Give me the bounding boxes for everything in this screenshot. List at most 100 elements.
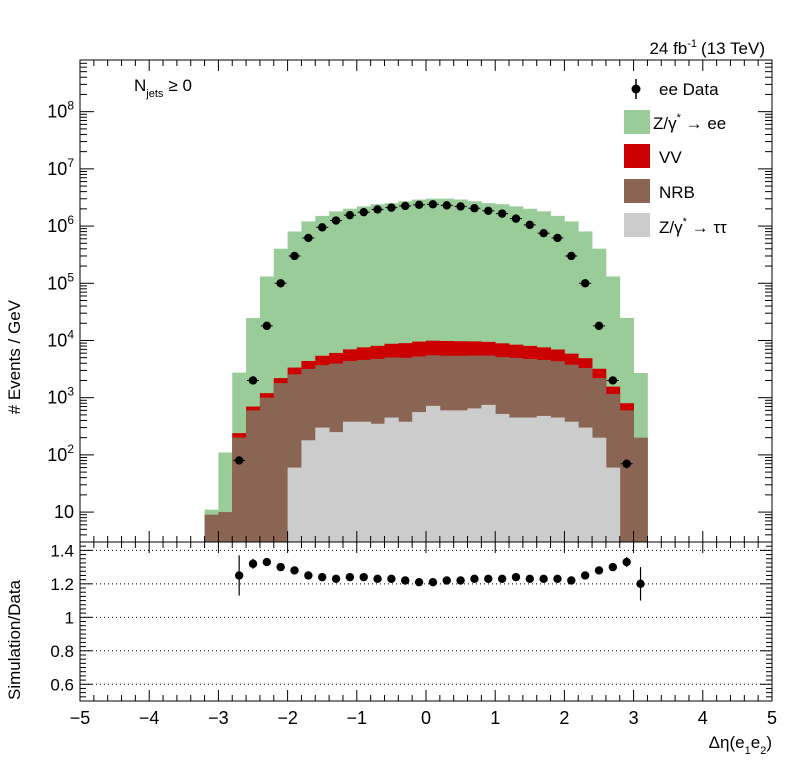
hist-bar xyxy=(592,437,607,542)
ratio-point xyxy=(470,574,479,584)
hist-bar xyxy=(315,427,330,542)
ratio-point xyxy=(594,566,604,575)
lower-y-axis-title: Simulation/Data xyxy=(5,579,24,700)
data-point xyxy=(539,229,548,238)
hist-bar xyxy=(370,423,385,542)
ratio-point xyxy=(456,576,465,585)
hist-bar xyxy=(218,512,233,542)
hist-bar xyxy=(204,514,219,542)
data-point xyxy=(318,223,327,232)
legend-label-nrb: NRB xyxy=(659,183,695,202)
ratio-point xyxy=(525,574,534,584)
legend-entry-data: ee Data xyxy=(631,79,719,99)
data-point xyxy=(428,200,438,209)
y-tick-label: 1.2 xyxy=(50,575,74,594)
legend-label-data: ee Data xyxy=(659,80,719,99)
ratio-point xyxy=(511,572,521,582)
selection-label: Njets ≥ 0 xyxy=(134,76,192,100)
data-point xyxy=(622,459,631,468)
hist-bar xyxy=(356,421,372,542)
ratio-gridlines xyxy=(80,549,772,685)
y-tick-label: 0.8 xyxy=(50,642,74,661)
legend: ee Data Z/γ* → ee VV NRB Z/γ* → ττ xyxy=(624,79,727,237)
data-point xyxy=(234,456,244,465)
legend-swatch-nrb xyxy=(624,179,650,203)
legend-swatch-ztautau xyxy=(624,213,650,237)
ratio-point xyxy=(359,572,368,582)
x-tick-label: −2 xyxy=(277,708,298,728)
y-tick-label: 1 xyxy=(65,608,74,627)
luminosity-label: 24 fb-1 (13 TeV) xyxy=(649,38,765,58)
upper-y-axis-title: # Events / GeV xyxy=(5,299,24,414)
legend-data-marker xyxy=(631,84,641,94)
x-tick-label: 4 xyxy=(698,708,708,728)
upper-axes: 10 102 103 104 105 106 107 108 xyxy=(47,59,773,543)
hist-bar xyxy=(495,413,510,542)
x-tick-label: 0 xyxy=(421,708,431,728)
stacked-histogram xyxy=(204,198,648,543)
hist-bar xyxy=(384,417,399,542)
legend-swatch-zee xyxy=(624,110,650,134)
hist-bar xyxy=(619,410,634,542)
ratio-points xyxy=(234,555,645,601)
hist-bar xyxy=(578,427,593,542)
y-tick-label: 106 xyxy=(47,213,74,236)
ratio-point xyxy=(497,574,507,584)
legend-swatch-vv xyxy=(624,144,650,168)
data-point xyxy=(345,210,355,220)
data-point xyxy=(580,279,590,288)
y-tick-label: 103 xyxy=(47,385,74,408)
hist-bar xyxy=(550,417,565,542)
ratio-point xyxy=(622,557,631,567)
hist-bar xyxy=(633,437,648,542)
hist-bar xyxy=(467,408,482,542)
y-tick-label: 108 xyxy=(47,99,74,122)
hist-bar xyxy=(426,405,441,542)
legend-label-zee: Z/γ* → ee xyxy=(653,112,726,133)
x-tick-label: −5 xyxy=(70,708,91,728)
ratio-point xyxy=(234,571,244,580)
hist-bar xyxy=(439,410,455,542)
data-point xyxy=(497,209,507,218)
ratio-point xyxy=(262,557,272,567)
ratio-point xyxy=(304,571,313,580)
hist-bar xyxy=(232,437,247,542)
data-point xyxy=(525,220,534,230)
legend-entry-nrb: NRB xyxy=(624,179,695,203)
x-tick-label: 1 xyxy=(490,708,500,728)
data-point xyxy=(290,251,299,261)
legend-label-vv: VV xyxy=(659,148,682,167)
hist-bar xyxy=(536,415,551,542)
ratio-point xyxy=(373,574,382,584)
ratio-point xyxy=(567,576,576,585)
data-point xyxy=(511,214,521,223)
ratio-point xyxy=(608,562,618,572)
hist-bar xyxy=(481,404,496,542)
x-tick-label: 2 xyxy=(559,708,569,728)
hist-bar xyxy=(522,417,538,542)
ratio-point xyxy=(290,566,299,575)
data-point xyxy=(359,207,368,217)
hist-bar xyxy=(564,421,579,542)
data-point xyxy=(248,376,258,385)
hist-bar xyxy=(509,417,524,542)
ratio-point xyxy=(276,562,285,572)
ratio-point xyxy=(318,572,327,582)
legend-entry-ztautau: Z/γ* → ττ xyxy=(624,213,727,237)
x-tick-label: 3 xyxy=(629,708,639,728)
data-point xyxy=(608,376,618,385)
hist-bar xyxy=(287,467,302,542)
ratio-point xyxy=(442,576,451,585)
data-point xyxy=(414,200,424,210)
hist-bar xyxy=(453,410,468,542)
data-point xyxy=(373,205,382,214)
y-tick-label: 0.6 xyxy=(50,675,74,694)
ratio-point xyxy=(484,574,493,584)
legend-entry-zee: Z/γ* → ee xyxy=(624,110,726,134)
hist-bar xyxy=(273,383,288,542)
data-point xyxy=(331,216,341,225)
data-point xyxy=(304,233,313,243)
legend-label-ztautau: Z/γ* → ττ xyxy=(659,216,727,237)
ratio-point xyxy=(414,577,424,587)
